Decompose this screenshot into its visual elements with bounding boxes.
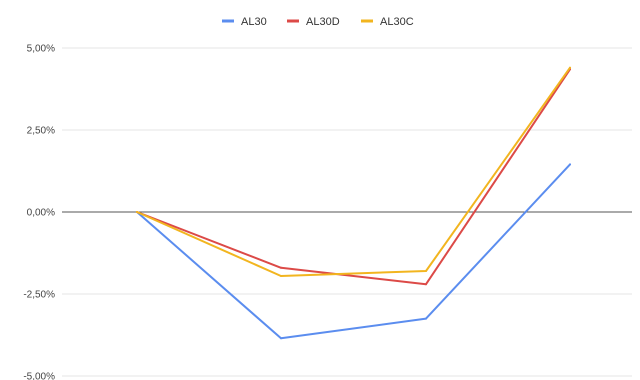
data-point-al30c — [425, 270, 427, 272]
data-point-al30 — [569, 163, 571, 166]
y-axis-tick-labels: 5,00% 2,50% 0,00% -2,50% -5,00% — [23, 44, 55, 380]
data-point-al30c — [136, 211, 138, 213]
y-tick-label: -5,00% — [23, 372, 55, 380]
chart-legend: AL30 AL30D AL30C — [222, 16, 414, 28]
y-tick-label: 2,50% — [27, 126, 55, 137]
y-tick-label: 5,00% — [27, 44, 55, 55]
y-tick-label: 0,00% — [27, 208, 55, 219]
data-point-al30d — [280, 266, 282, 269]
series-line-al30 — [136, 163, 571, 340]
data-point-al30c — [280, 275, 282, 277]
legend-item-al30d: AL30D — [287, 16, 340, 28]
y-tick-label: -2,50% — [23, 290, 55, 301]
legend-item-al30: AL30 — [222, 16, 267, 28]
series-line-al30d — [136, 68, 571, 286]
legend-label-al30d: AL30D — [306, 16, 340, 28]
legend-item-al30c: AL30C — [361, 16, 414, 28]
data-point-al30d — [425, 283, 427, 286]
chart-gridlines — [62, 47, 632, 377]
data-point-al30 — [280, 337, 282, 340]
data-point-al30 — [425, 317, 427, 320]
data-point-al30c — [569, 66, 571, 69]
legend-label-al30c: AL30C — [380, 16, 414, 28]
legend-label-al30: AL30 — [241, 16, 267, 28]
chart-series — [136, 66, 571, 340]
series-line-al30c — [136, 66, 571, 277]
